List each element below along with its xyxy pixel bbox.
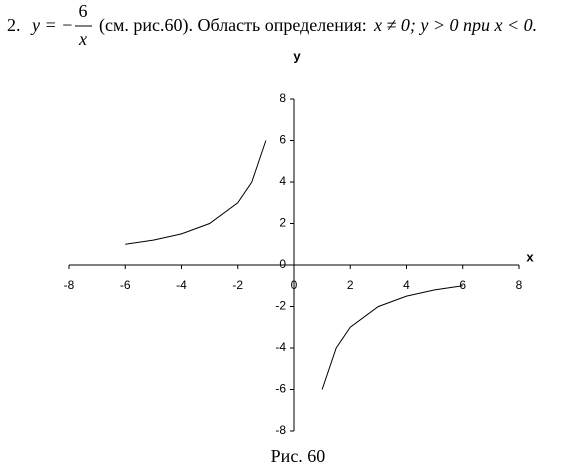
formula-lhs: y = − xyxy=(30,15,73,35)
condition: x ≠ 0; y > 0 при x < 0. xyxy=(373,15,537,35)
y-tick-label: 2 xyxy=(279,216,286,230)
y-tick-label: -8 xyxy=(275,423,286,437)
x-tick-label: -8 xyxy=(64,278,75,292)
x-tick-label: -2 xyxy=(232,278,243,292)
x-axis-label: x xyxy=(526,249,534,264)
denominator: x xyxy=(78,29,87,49)
y-tick-label: 0 xyxy=(279,257,286,271)
x-tick-label: -4 xyxy=(176,278,187,292)
x-tick-label: -6 xyxy=(120,278,131,292)
y-tick-label: 4 xyxy=(279,174,286,188)
x-tick-label: 6 xyxy=(459,278,466,292)
numerator: 6 xyxy=(79,1,88,21)
caption: Рис. 60 xyxy=(271,446,326,466)
x-tick-label: 2 xyxy=(347,278,354,292)
y-tick-label: -2 xyxy=(275,299,286,313)
x-tick-label: 4 xyxy=(403,278,410,292)
y-tick-label: 8 xyxy=(279,91,286,105)
y-axis-label: y xyxy=(293,48,301,63)
x-tick-label: 8 xyxy=(516,278,523,292)
y-tick-label: 6 xyxy=(279,133,286,147)
header-text: (см. рис.60). Область определения: xyxy=(99,15,367,36)
line xyxy=(125,140,463,390)
y-tick-label: -6 xyxy=(275,382,286,396)
x-tick-label: 0 xyxy=(291,278,298,292)
y-tick-label: -4 xyxy=(275,340,286,354)
item-number: 2. xyxy=(7,15,21,35)
